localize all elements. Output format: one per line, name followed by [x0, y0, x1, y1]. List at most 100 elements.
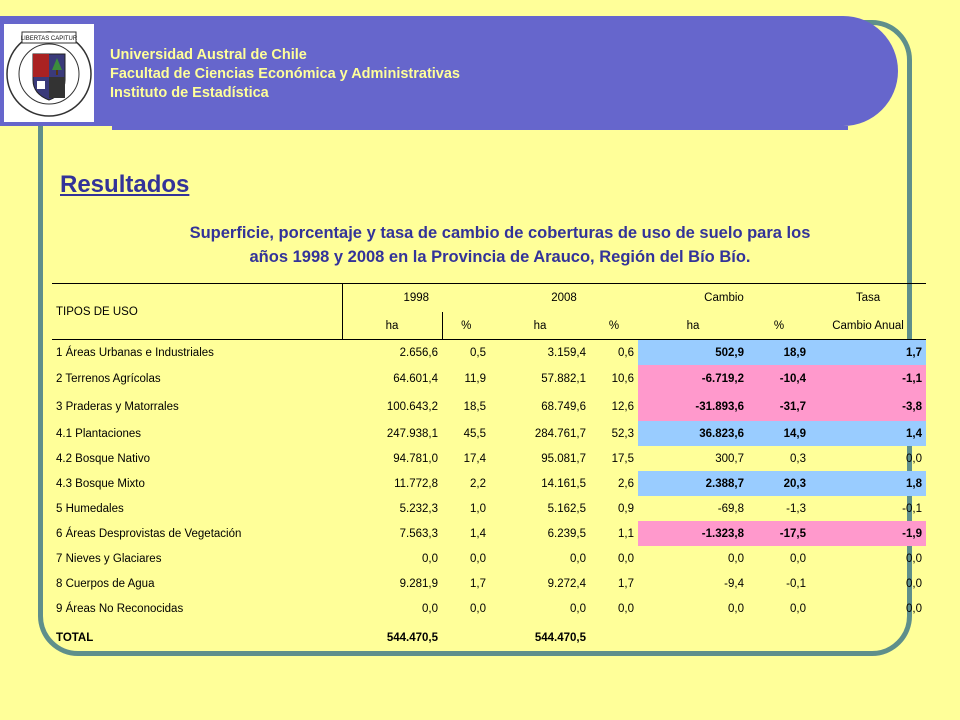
university-name: Universidad Austral de Chile — [110, 47, 307, 63]
table-cell: -6.719,2 — [638, 365, 748, 393]
table-cell: 14.161,5 — [541, 477, 586, 490]
table-cell: 11.772,8 — [394, 477, 438, 490]
table-cell: 18,5 — [463, 401, 486, 413]
table-row: 5 Humedales 5.232,3 1,0 5.162,5 0,9 -69,8 -1,3… — [52, 496, 926, 521]
table-caption: Superficie, porcentaje y tasa de cambio … — [130, 221, 870, 269]
row-label: 4.1 Plantaciones — [56, 427, 142, 440]
table-cell: 57.882,1 — [541, 373, 586, 385]
table-cell: 9.281,9 — [399, 577, 438, 590]
table-cell: -17,5 — [748, 521, 810, 546]
table-cell: 17,4 — [463, 452, 486, 465]
col-group-cambio: Cambio — [638, 283, 810, 312]
table-cell: 0,0 — [906, 452, 922, 465]
table-cell: 6.239,5 — [547, 527, 586, 540]
table-cell: 2.656,6 — [399, 346, 438, 359]
col-group-tasa: Tasa — [810, 283, 926, 312]
table-cell: 2,6 — [618, 477, 634, 490]
table-row: 1 Áreas Urbanas e Industriales 2.656,6 0,5… — [52, 339, 926, 365]
table-row: 4.3 Bosque Mixto 11.772,8 2,2 14.161,5 2,6 2.… — [52, 471, 926, 496]
table-cell: 18,9 — [748, 339, 810, 365]
land-use-table: TIPOS DE USO 1998 2008 Cambio Tasa ha % … — [52, 283, 926, 655]
subheader-cell: % — [748, 312, 810, 340]
table-cell: 20,3 — [748, 471, 810, 496]
table-cell: 0,0 — [790, 552, 806, 565]
caption-line-2: años 1998 y 2008 en la Provincia de Arau… — [249, 248, 751, 266]
table-cell: -1,9 — [810, 521, 926, 546]
table-subheader-row: ha % ha % ha % Cambio Anual — [52, 312, 926, 340]
table-cell: 64.601,4 — [393, 373, 438, 385]
table-cell: 0,0 — [470, 602, 486, 615]
row-label: 8 Cuerpos de Agua — [56, 577, 155, 590]
col-group-1998: 1998 — [342, 283, 490, 312]
table-cell: 5.232,3 — [399, 502, 438, 515]
table-cell: 1,4 — [470, 527, 486, 540]
table-cell: 45,5 — [463, 427, 486, 440]
table-cell: 3.159,4 — [547, 346, 586, 359]
table-cell: 17,5 — [611, 452, 634, 465]
table-cell: 1,1 — [618, 527, 634, 540]
row-label: 1 Áreas Urbanas e Industriales — [56, 346, 214, 359]
header-text: Universidad Austral de Chile Facultad de… — [110, 46, 460, 103]
table-cell: 0,3 — [790, 452, 806, 465]
total-row: TOTAL 544.470,5 544.470,5 — [52, 621, 926, 655]
table-cell: -0,1 — [786, 577, 806, 590]
table-row: 8 Cuerpos de Agua 9.281,9 1,7 9.272,4 1,7 -9,… — [52, 571, 926, 596]
table-cell: 1,0 — [470, 502, 486, 515]
table-cell: 68.749,6 — [541, 401, 586, 413]
table-cell: -10,4 — [748, 365, 810, 393]
table-cell: 0,0 — [618, 602, 634, 615]
subheader-cell: % — [590, 312, 638, 340]
table-cell: -31.893,6 — [638, 393, 748, 421]
table-cell: -0,1 — [902, 502, 922, 515]
table-header-row: TIPOS DE USO 1998 2008 Cambio Tasa — [52, 283, 926, 340]
caption-line-1: Superficie, porcentaje y tasa de cambio … — [189, 224, 811, 242]
table-cell: 0,0 — [570, 602, 586, 615]
table-cell: 1,7 — [470, 577, 486, 590]
table-cell: 9.272,4 — [547, 577, 586, 590]
table-cell: -3,8 — [810, 393, 926, 421]
table-cell: 2,2 — [470, 477, 486, 490]
subheader-cell: ha — [490, 312, 590, 340]
table-cell: 12,6 — [611, 401, 634, 413]
table-cell: -1,3 — [786, 502, 806, 515]
row-label: 9 Áreas No Reconocidas — [56, 602, 184, 615]
table-cell: 11,9 — [464, 373, 486, 385]
table-cell: 52,3 — [611, 427, 634, 440]
table-cell: 1,4 — [810, 421, 926, 446]
table-cell: 5.162,5 — [547, 502, 586, 515]
col-group-2008: 2008 — [490, 283, 638, 312]
table-cell: 0,0 — [790, 602, 806, 615]
table-row: 7 Nieves y Glaciares 0,0 0,0 0,0 0,0 0,0 0,0 0,… — [52, 546, 926, 571]
table-cell: 0,0 — [728, 602, 744, 615]
subheader-cell: % — [442, 312, 490, 340]
table-cell: -31,7 — [748, 393, 810, 421]
header-underline — [112, 126, 848, 130]
table-cell: 95.081,7 — [541, 452, 586, 465]
faculty-name: Facultad de Ciencias Económica y Adminis… — [110, 66, 460, 82]
subheader-cell: ha — [342, 312, 443, 340]
table-row: 2 Terrenos Agrícolas 64.601,4 11,9 57.882,1… — [52, 365, 926, 393]
table-cell: 0,0 — [422, 602, 438, 615]
row-label: 4.2 Bosque Nativo — [56, 452, 150, 465]
total-1998: 544.470,5 — [386, 632, 438, 644]
page-title: Resultados — [60, 171, 190, 198]
table-cell: 0,0 — [728, 552, 744, 565]
table-cell: -1,1 — [810, 365, 926, 393]
table-row: 4.1 Plantaciones 247.938,1 45,5 284.761,7 52… — [52, 421, 926, 446]
row-label: 4.3 Bosque Mixto — [56, 477, 145, 490]
table-body: 1 Áreas Urbanas e Industriales 2.656,6 0,5… — [52, 339, 926, 622]
table-cell: 2.388,7 — [638, 471, 748, 496]
table-cell: -9,4 — [724, 577, 744, 590]
table-cell: 502,9 — [638, 339, 748, 365]
table-cell: 0,0 — [906, 552, 922, 565]
table-row: 4.2 Bosque Nativo 94.781,0 17,4 95.081,7 17,… — [52, 446, 926, 471]
logo-motto: LIBERTAS CAPITUR — [21, 36, 78, 42]
table-cell: 0,0 — [470, 552, 486, 565]
table-cell: 0,9 — [618, 502, 634, 515]
table-cell: 0,0 — [906, 577, 922, 590]
subheader-cell: Cambio Anual — [810, 312, 926, 340]
table-cell: 1,7 — [618, 577, 634, 590]
table-cell: 10,6 — [611, 373, 634, 385]
table-cell: 247.938,1 — [386, 427, 438, 440]
table-cell: 1,8 — [810, 471, 926, 496]
